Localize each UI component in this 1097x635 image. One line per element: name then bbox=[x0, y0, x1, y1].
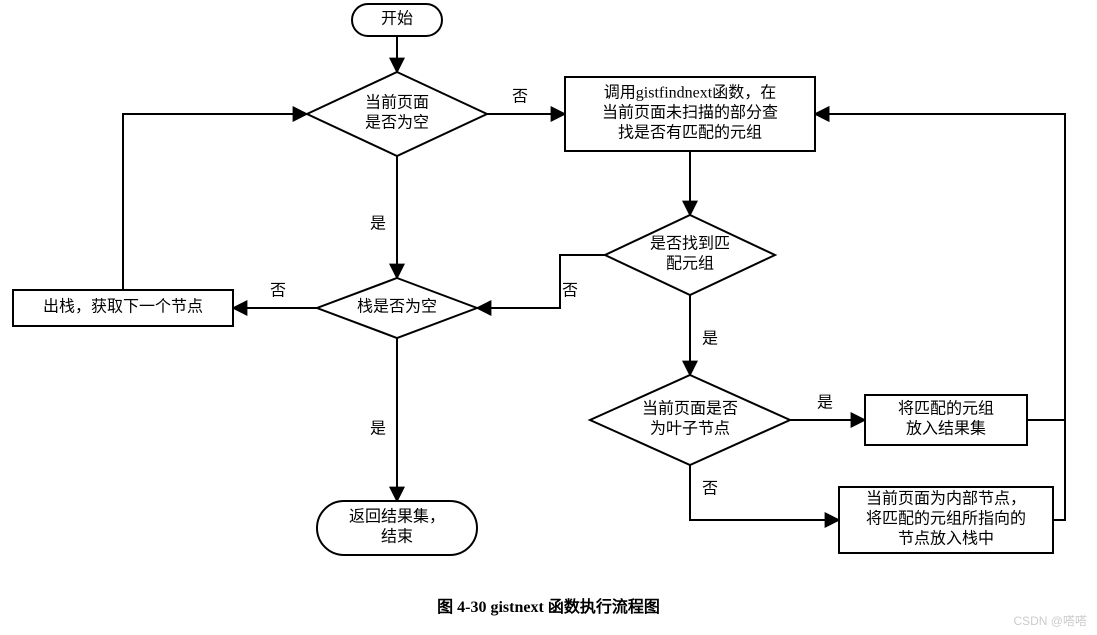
svg-text:是: 是 bbox=[370, 216, 386, 233]
svg-text:将匹配的元组所指向的: 将匹配的元组所指向的 bbox=[866, 510, 1026, 528]
svg-text:是: 是 bbox=[817, 395, 833, 412]
watermark-text: CSDN @嗒嗒 bbox=[1013, 612, 1087, 629]
svg-text:返回结果集，: 返回结果集， bbox=[349, 508, 445, 526]
svg-text:否: 否 bbox=[270, 283, 286, 300]
svg-text:出栈，获取下一个节点: 出栈，获取下一个节点 bbox=[43, 298, 203, 316]
flowchart-svg: 否是否是否是是否开始当前页面是否为空调用gistfindnext函数，在当前页面… bbox=[0, 0, 1097, 590]
svg-text:否: 否 bbox=[562, 283, 578, 300]
svg-text:栈是否为空: 栈是否为空 bbox=[357, 298, 437, 316]
svg-text:找是否有匹配的元组: 找是否有匹配的元组 bbox=[618, 124, 762, 142]
svg-text:是: 是 bbox=[702, 331, 718, 348]
svg-text:是否找到匹: 是否找到匹 bbox=[650, 235, 730, 253]
svg-text:是否为空: 是否为空 bbox=[365, 114, 429, 132]
svg-text:当前页面是否: 当前页面是否 bbox=[642, 400, 738, 418]
svg-text:否: 否 bbox=[702, 481, 718, 498]
svg-text:否: 否 bbox=[512, 89, 528, 106]
svg-text:节点放入栈中: 节点放入栈中 bbox=[898, 530, 994, 548]
svg-text:是: 是 bbox=[370, 421, 386, 438]
svg-text:当前页面未扫描的部分查: 当前页面未扫描的部分查 bbox=[602, 104, 778, 122]
svg-text:当前页面为内部节点，: 当前页面为内部节点， bbox=[866, 490, 1026, 508]
figure-caption: 图 4-30 gistnext 函数执行流程图 bbox=[0, 593, 1097, 617]
svg-text:当前页面: 当前页面 bbox=[365, 94, 429, 112]
svg-text:配元组: 配元组 bbox=[666, 255, 714, 273]
svg-text:放入结果集: 放入结果集 bbox=[906, 420, 986, 438]
svg-text:将匹配的元组: 将匹配的元组 bbox=[898, 400, 994, 418]
svg-text:为叶子节点: 为叶子节点 bbox=[650, 420, 730, 438]
svg-text:调用gistfindnext函数，在: 调用gistfindnext函数，在 bbox=[604, 84, 776, 102]
svg-text:开始: 开始 bbox=[381, 10, 413, 28]
svg-text:结束: 结束 bbox=[381, 528, 413, 546]
